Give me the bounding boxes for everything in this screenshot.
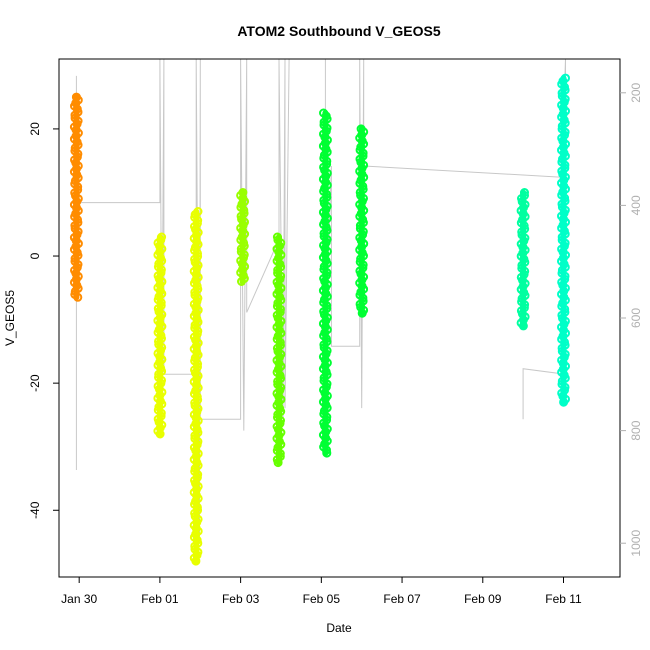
right-tick-label: 400 — [629, 195, 643, 215]
y-axis-title: V_GEOS5 — [3, 290, 17, 346]
x-tick-label: Feb 03 — [222, 592, 260, 606]
x-tick-label: Feb 01 — [141, 592, 179, 606]
right-tick-label: 600 — [629, 308, 643, 328]
x-tick-label: Feb 11 — [545, 592, 582, 606]
chart-title: ATOM2 Southbound V_GEOS5 — [237, 23, 440, 39]
data-series-5 — [272, 232, 286, 468]
right-altitude-axis: 200 400 600 800 1000 — [620, 82, 643, 557]
data-series-layer — [69, 73, 570, 566]
right-tick-label: 1000 — [629, 530, 643, 557]
y-tick-label: 0 — [28, 252, 42, 259]
data-series-6 — [318, 108, 332, 458]
right-tick-label: 800 — [629, 420, 643, 440]
y-tick-label: 20 — [28, 122, 42, 136]
data-series-8 — [516, 188, 530, 331]
x-tick-label: Feb 09 — [464, 592, 502, 606]
y-axis: -40 -20 0 20 — [28, 122, 59, 519]
data-series-7 — [355, 124, 369, 318]
x-axis: Jan 30 Feb 01 Feb 03 Feb 05 Feb 07 Feb 09 Feb … — [61, 576, 582, 606]
data-series-9 — [557, 73, 570, 407]
right-tick-label: 200 — [629, 82, 643, 102]
y-tick-label: -20 — [28, 374, 42, 392]
x-tick-label: Jan 30 — [61, 592, 97, 606]
y-tick-label: -40 — [28, 501, 42, 519]
x-tick-label: Feb 07 — [383, 592, 421, 606]
data-series-1 — [69, 92, 83, 302]
x-axis-title: Date — [326, 621, 352, 635]
data-series-2 — [153, 232, 167, 439]
plot-frame — [58, 58, 621, 578]
data-series-3 — [189, 207, 203, 566]
x-tick-label: Feb 05 — [303, 592, 341, 606]
data-series-4 — [236, 188, 250, 286]
